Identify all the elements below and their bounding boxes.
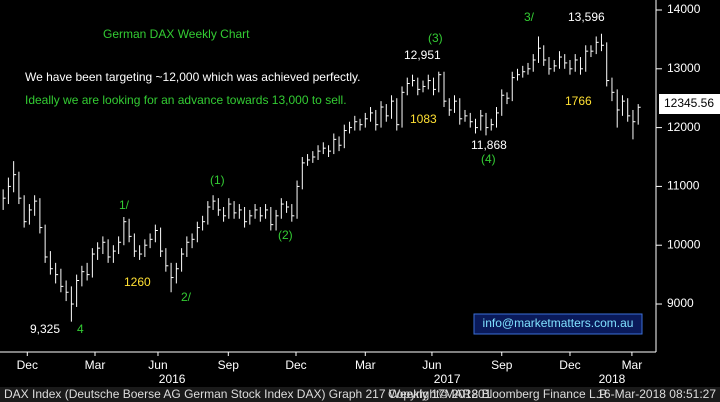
x-tick-label: Sep bbox=[491, 358, 513, 372]
annotation: 1/ bbox=[119, 198, 130, 212]
contact: info@marketmatters.com.au bbox=[483, 316, 634, 330]
footer: DAX Index (Deutsche Boerse AG German Sto… bbox=[4, 387, 492, 401]
x-tick-label: Mar bbox=[355, 358, 376, 372]
annotation: 1083 bbox=[410, 112, 437, 126]
annotation: 9,325 bbox=[30, 322, 60, 336]
last-price-box bbox=[659, 94, 720, 114]
y-tick-label: 14000 bbox=[667, 2, 701, 16]
footer-band bbox=[0, 387, 720, 402]
annotation: 3/ bbox=[524, 10, 535, 24]
y-tick-label: 10000 bbox=[667, 237, 701, 251]
chart-title: German DAX Weekly Chart bbox=[103, 27, 250, 41]
annotation: 4 bbox=[77, 322, 84, 336]
annotation: 1260 bbox=[124, 275, 151, 289]
annotation: (1) bbox=[210, 173, 225, 187]
annotation: 1766 bbox=[565, 94, 592, 108]
x-tick-label: Sep bbox=[218, 358, 240, 372]
annotation: (4) bbox=[481, 152, 496, 166]
note: We have been targeting ~12,000 which was… bbox=[25, 70, 360, 84]
note: Ideally we are looking for an advance to… bbox=[25, 93, 347, 107]
x-tick-label: Dec bbox=[17, 358, 38, 372]
year-label: 2016 bbox=[159, 372, 186, 386]
footer: Copyright© 2018 Bloomberg Finance L.P. bbox=[388, 387, 609, 401]
x-tick-label: Dec bbox=[559, 358, 580, 372]
annotation: 11,868 bbox=[471, 138, 507, 152]
annotation: (3) bbox=[428, 31, 443, 45]
year-label: 2018 bbox=[599, 372, 626, 386]
x-tick-label: Jun bbox=[148, 358, 167, 372]
x-tick-label: Mar bbox=[622, 358, 643, 372]
x-tick-label: Dec bbox=[285, 358, 306, 372]
year-label: 2017 bbox=[434, 372, 461, 386]
y-tick-label: 9000 bbox=[667, 296, 694, 310]
y-tick-label: 12000 bbox=[667, 120, 701, 134]
annotation: 12,951 bbox=[404, 48, 441, 62]
contact-box bbox=[473, 313, 643, 335]
y-tick-label: 13000 bbox=[667, 61, 701, 75]
y-tick-label: 11000 bbox=[667, 179, 700, 193]
annotation: 2/ bbox=[181, 290, 192, 304]
x-tick-label: Jun bbox=[422, 358, 441, 372]
last-price: 12345.56 bbox=[664, 96, 714, 110]
x-tick-label: Mar bbox=[85, 358, 106, 372]
footer: 16-Mar-2018 08:51:27 bbox=[597, 387, 716, 401]
annotation: 13,596 bbox=[568, 10, 605, 24]
annotation: (2) bbox=[278, 228, 293, 242]
